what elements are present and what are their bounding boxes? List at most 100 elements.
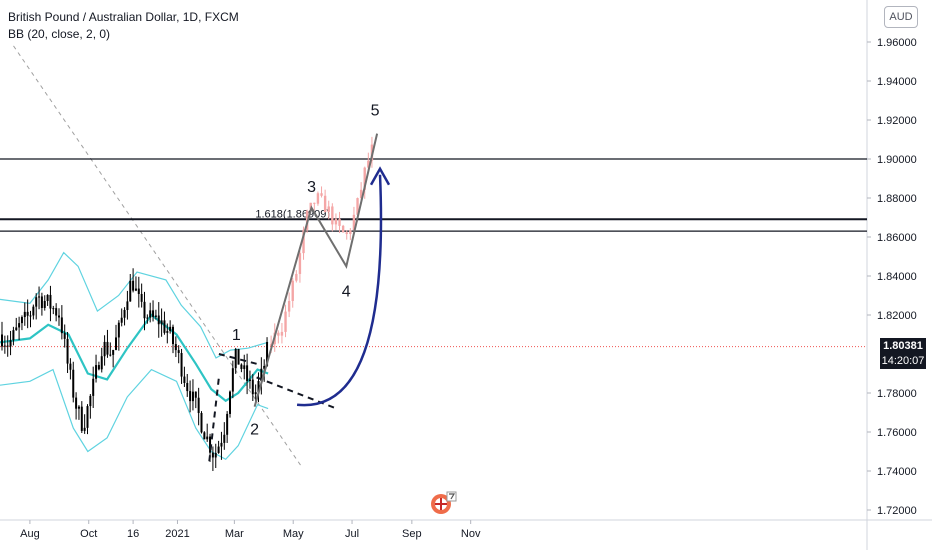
candle: [226, 411, 229, 443]
candle-body: [18, 323, 21, 328]
candle-body: [15, 327, 18, 331]
candle-body: [220, 442, 223, 447]
candle: [66, 331, 69, 374]
candle: [172, 324, 174, 354]
price-tick-label: 1.94000: [877, 76, 917, 88]
candle: [106, 329, 109, 358]
time-tick-label: 16: [127, 528, 139, 540]
candle-body: [117, 322, 120, 338]
candle-body: [229, 391, 231, 414]
symbol-title: British Pound / Australian Dollar, 1D, F…: [8, 10, 239, 24]
candle-body: [134, 288, 137, 291]
candle: [49, 285, 52, 322]
candle: [35, 293, 38, 320]
price-tick-label: 1.76000: [877, 427, 917, 439]
candle-body: [206, 436, 209, 440]
candle: [123, 307, 126, 326]
candle: [220, 431, 223, 460]
candle-body: [9, 340, 12, 347]
candle: [89, 394, 92, 419]
candle-body: [43, 300, 46, 308]
candle-body: [231, 368, 234, 392]
candle: [100, 347, 103, 373]
candle: [3, 335, 6, 354]
projected-candle-body: [352, 214, 356, 231]
candle-body: [189, 391, 192, 402]
candle-body: [89, 395, 92, 407]
projected-candle: [280, 322, 284, 344]
candle-body: [49, 294, 52, 309]
candle-body: [86, 406, 89, 428]
candle: [40, 292, 43, 316]
projected-candle: [334, 213, 338, 231]
projection-curve-arrow: [296, 174, 383, 407]
candle-body: [154, 315, 157, 317]
price-tick-label: 1.96000: [877, 37, 917, 49]
candle-body: [254, 392, 257, 395]
candle: [223, 422, 226, 450]
candle: [6, 335, 9, 357]
candle: [237, 348, 240, 365]
time-tick-label: Oct: [80, 528, 97, 540]
time-tick-label: Aug: [20, 528, 40, 540]
candle-body: [132, 280, 135, 291]
candle: [234, 347, 237, 374]
candle-body: [214, 452, 217, 458]
candle-body: [46, 294, 49, 301]
projected-candle-body: [331, 206, 334, 225]
candle: [55, 303, 58, 322]
candle-body: [109, 354, 112, 356]
projected-candle: [320, 186, 323, 198]
candle-body: [97, 365, 100, 370]
candle: [92, 366, 95, 408]
projected-candle-body: [367, 160, 370, 168]
candle: [143, 291, 146, 331]
candle-body: [106, 341, 109, 355]
candle: [52, 305, 55, 315]
candle-body: [129, 280, 132, 302]
candle: [211, 446, 214, 472]
uk-flag-event-icon[interactable]: [430, 491, 460, 517]
candle: [177, 345, 180, 364]
candle: [115, 324, 117, 351]
candle-body: [75, 397, 78, 409]
candle-body: [248, 379, 251, 381]
projected-candle-body: [316, 193, 320, 204]
currency-button[interactable]: AUD: [884, 6, 918, 28]
candle-body: [72, 369, 75, 398]
candle-body: [200, 413, 203, 433]
projected-candle: [295, 270, 298, 283]
projected-candle-body: [298, 253, 302, 274]
candle: [46, 294, 49, 306]
candle: [191, 379, 194, 411]
candle: [231, 360, 234, 399]
candle: [146, 314, 149, 324]
price-tick-label: 1.92000: [877, 115, 917, 127]
candle: [18, 316, 21, 341]
candle-body: [172, 326, 174, 345]
candle-body: [180, 353, 183, 377]
candle-body: [12, 330, 15, 341]
candle: [69, 358, 72, 380]
projected-candle-body: [287, 300, 291, 312]
candle-body: [120, 317, 123, 323]
candle: [186, 373, 189, 397]
candle: [214, 443, 217, 469]
candle: [29, 310, 32, 328]
candle-body: [223, 434, 226, 443]
candle-body: [140, 293, 143, 302]
projected-candle: [341, 224, 345, 233]
candle: [20, 315, 23, 331]
candle: [80, 401, 83, 434]
elliott-wave-path: [253, 133, 379, 407]
channel-lower-line: [256, 376, 337, 410]
projected-candle: [284, 304, 287, 338]
projected-candle: [313, 202, 316, 211]
channel-left-leg: [208, 377, 220, 462]
candle-body: [23, 311, 26, 318]
wave-label: 2: [250, 422, 259, 439]
projected-candle-body: [323, 195, 327, 213]
projected-candle-body: [277, 332, 280, 336]
projected-candle-body: [338, 218, 341, 226]
